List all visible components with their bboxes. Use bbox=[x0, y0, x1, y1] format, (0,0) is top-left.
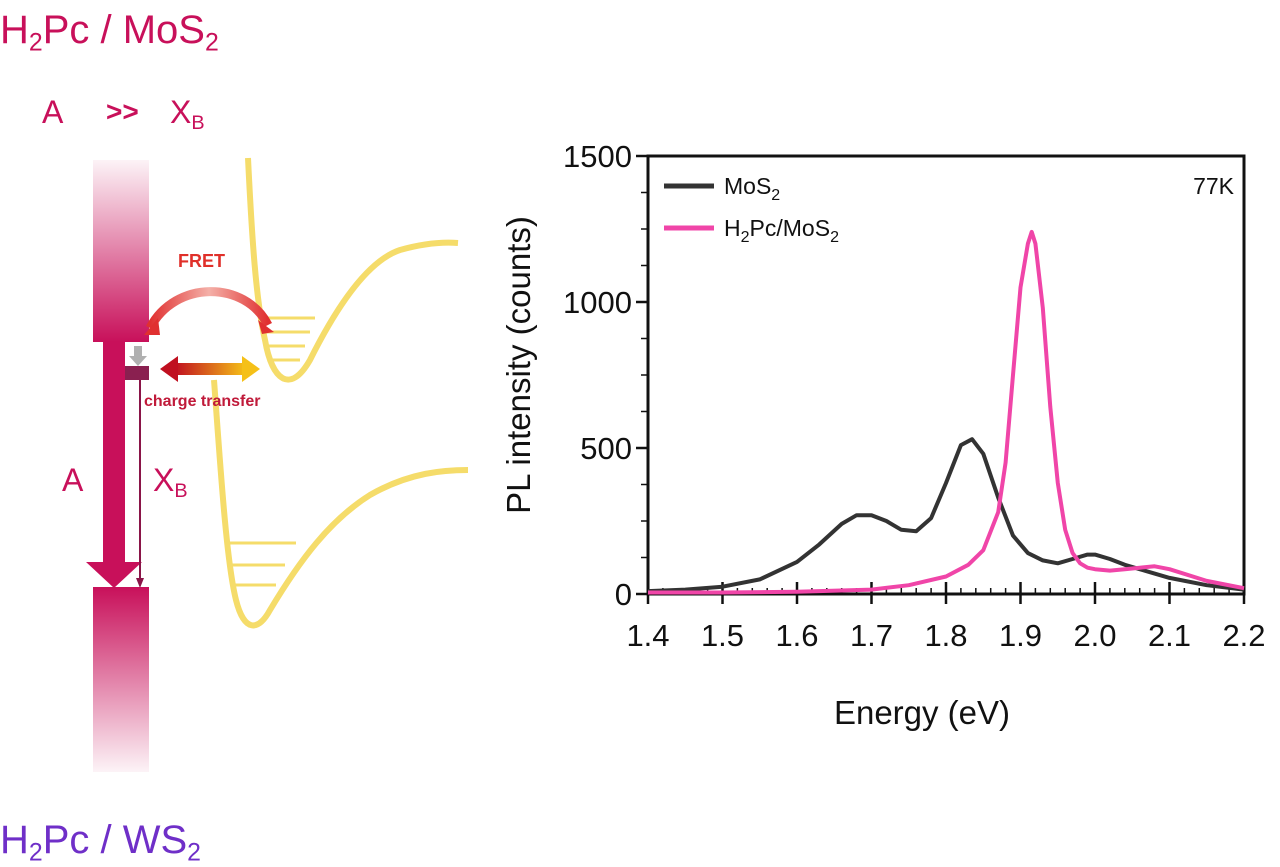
top-label-relation: >> bbox=[106, 96, 139, 127]
x-axis-title: Energy (eV) bbox=[834, 694, 1010, 731]
x-tick-label: 1.5 bbox=[701, 618, 744, 653]
pl-chart: 1.4 1.5 1.6 1.7 1.8 1.9 2.0 2.1 2.2 0 500 1000 1500 E… bbox=[500, 139, 1266, 731]
excited-state-curve bbox=[245, 157, 459, 383]
legend-label-1: H2Pc/MoS2 bbox=[724, 215, 839, 246]
energy-diagram bbox=[86, 157, 469, 772]
y-tick-label: 1000 bbox=[563, 285, 632, 320]
side-label-a: A bbox=[62, 462, 84, 498]
series-line-1 bbox=[648, 229, 1245, 595]
top-label-a: A bbox=[42, 94, 64, 130]
temperature-annotation: 77K bbox=[1193, 173, 1235, 199]
x-tick-label: 1.6 bbox=[775, 618, 818, 653]
ground-state-curve bbox=[211, 379, 469, 629]
y-axis-title: PL intensity (counts) bbox=[500, 216, 537, 514]
top-label-xb: XB bbox=[170, 94, 205, 134]
charge-transfer-state bbox=[121, 366, 149, 380]
legend-label-0: MoS2 bbox=[724, 173, 780, 204]
charge-transfer-arrow bbox=[242, 356, 260, 382]
emission-arrow-xb bbox=[136, 578, 144, 588]
x-tick-label: 1.7 bbox=[850, 618, 893, 653]
emission-arrow-a bbox=[86, 562, 142, 588]
x-tick-label: 1.4 bbox=[626, 618, 669, 653]
fret-arrowhead bbox=[258, 320, 274, 334]
side-label-xb: XB bbox=[153, 462, 188, 502]
charge-transfer-label: charge transfer bbox=[144, 393, 261, 410]
x-tick-label: 2.2 bbox=[1222, 618, 1265, 653]
relaxation-arrow bbox=[129, 356, 147, 366]
x-tick-label: 2.0 bbox=[1073, 618, 1116, 653]
donor-excited-band bbox=[93, 160, 149, 342]
y-tick-label: 500 bbox=[580, 431, 632, 466]
x-tick-label: 1.9 bbox=[999, 618, 1042, 653]
donor-ground-band bbox=[93, 587, 149, 772]
fret-label: FRET bbox=[178, 251, 225, 271]
y-tick-label: 0 bbox=[615, 577, 632, 612]
fret-arc bbox=[146, 287, 273, 331]
x-tick-label: 1.8 bbox=[924, 618, 967, 653]
y-tick-label: 1500 bbox=[563, 139, 632, 174]
series-line-0 bbox=[647, 437, 1245, 594]
x-tick-label: 2.1 bbox=[1148, 618, 1191, 653]
panel-title-top: H2Pc / MoS2 bbox=[0, 8, 219, 57]
